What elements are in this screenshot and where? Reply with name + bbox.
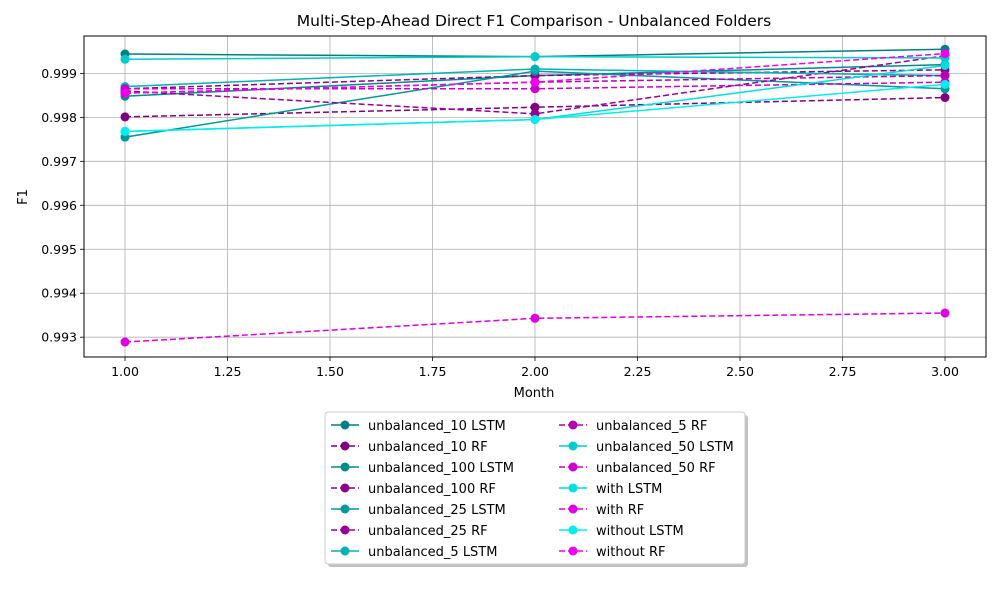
- legend: unbalanced_10 LSTM unbalanced_10 RF unbala…: [324, 411, 748, 567]
- legend-item: with LSTM: [559, 482, 662, 497]
- series-with-rf: [120, 308, 950, 347]
- legend-box: [324, 411, 746, 565]
- legend-marker: [340, 525, 350, 535]
- legend-item: unbalanced_5 RF: [559, 419, 707, 434]
- legend-label: unbalanced_100 RF: [368, 482, 496, 497]
- series-unbalanced-10-rf: [120, 93, 950, 122]
- legend-marker: [568, 525, 578, 535]
- series-without-lstm: [120, 79, 950, 136]
- y-tick-label: 0.996: [41, 198, 77, 213]
- x-tick-label: 1.75: [419, 364, 447, 379]
- x-tick-label: 3.00: [931, 364, 959, 379]
- legend-item: without RF: [559, 545, 666, 560]
- data-point-with-rf: [120, 337, 130, 347]
- y-tick-label: 0.998: [41, 110, 77, 125]
- legend-marker: [340, 462, 350, 472]
- legend-item: unbalanced_25 LSTM: [331, 503, 506, 518]
- legend-marker: [340, 546, 350, 556]
- legend-item: unbalanced_10 LSTM: [331, 419, 506, 434]
- legend-marker: [568, 483, 578, 493]
- legend-label: without LSTM: [596, 524, 684, 539]
- legend-marker: [340, 504, 350, 514]
- legend-item: unbalanced_50 LSTM: [559, 440, 734, 455]
- data-point-without-rf: [940, 49, 950, 59]
- legend-marker: [568, 462, 578, 472]
- legend-marker: [340, 441, 350, 451]
- legend-label: unbalanced_5 RF: [596, 419, 707, 434]
- legend-label: unbalanced_10 RF: [368, 440, 488, 455]
- chart-title: Multi-Step-Ahead Direct F1 Comparison - …: [297, 12, 771, 30]
- legend-label: unbalanced_5 LSTM: [368, 545, 497, 560]
- data-point-unbalanced-5-rf: [940, 71, 950, 81]
- x-tick-label: 2.75: [829, 364, 857, 379]
- legend-label: unbalanced_100 LSTM: [368, 461, 514, 476]
- x-tick-label: 2.25: [624, 364, 652, 379]
- data-point-with-rf: [940, 308, 950, 318]
- legend-marker: [568, 420, 578, 430]
- legend-label: unbalanced_50 LSTM: [596, 440, 734, 455]
- legend-item: unbalanced_100 LSTM: [331, 461, 514, 476]
- legend-marker: [568, 546, 578, 556]
- data-point-without-rf: [120, 88, 130, 98]
- legend-marker: [340, 420, 350, 430]
- legend-marker: [340, 483, 350, 493]
- data-point-with-rf: [530, 313, 540, 323]
- x-axis-label: Month: [514, 386, 555, 401]
- legend-label: unbalanced_25 LSTM: [368, 503, 506, 518]
- legend-item: unbalanced_10 RF: [331, 440, 488, 455]
- data-point-unbalanced-50-lstm: [120, 54, 130, 64]
- data-point-without-lstm: [940, 79, 950, 89]
- x-tick-label: 2.00: [521, 364, 549, 379]
- data-point-with-lstm: [940, 60, 950, 70]
- legend-label: without RF: [596, 545, 666, 560]
- legend-label: unbalanced_50 RF: [596, 461, 716, 476]
- x-tick-label: 1.25: [214, 364, 242, 379]
- data-point-unbalanced-50-lstm: [530, 52, 540, 62]
- data-point-unbalanced-10-rf: [530, 102, 540, 112]
- data-point-without-lstm: [530, 115, 540, 125]
- legend-item: unbalanced_50 RF: [559, 461, 716, 476]
- legend-item: without LSTM: [559, 524, 684, 539]
- y-axis-label: F1: [16, 189, 31, 205]
- y-tick-label: 0.993: [41, 330, 77, 345]
- legend-item: unbalanced_25 RF: [331, 524, 488, 539]
- legend-label: unbalanced_10 LSTM: [368, 419, 506, 434]
- series-layer: [120, 44, 950, 347]
- data-point-unbalanced-5-lstm: [530, 64, 540, 74]
- data-point-unbalanced-10-rf: [940, 93, 950, 103]
- y-tick-label: 0.994: [41, 286, 77, 301]
- data-point-unbalanced-10-rf: [120, 112, 130, 122]
- legend-label: unbalanced_25 RF: [368, 524, 488, 539]
- legend-marker: [568, 441, 578, 451]
- legend-label: with LSTM: [596, 482, 662, 497]
- legend-item: with RF: [559, 503, 644, 518]
- series-without-rf: [120, 49, 950, 98]
- data-point-without-lstm: [120, 126, 130, 136]
- axis-ticks: 1.00 1.25 1.50 1.75 2.00 2.25 2.50 2.75 3.00 0.99…: [41, 66, 959, 379]
- y-tick-label: 0.999: [41, 66, 77, 81]
- y-tick-label: 0.995: [41, 242, 77, 257]
- x-tick-label: 1.50: [316, 364, 344, 379]
- data-point-without-rf: [530, 77, 540, 87]
- x-tick-label: 2.50: [726, 364, 754, 379]
- data-point-unbalanced-50-rf: [530, 84, 540, 94]
- legend-label: with RF: [596, 503, 644, 518]
- y-tick-label: 0.997: [41, 154, 77, 169]
- legend-item: unbalanced_100 RF: [331, 482, 496, 497]
- legend-marker: [568, 504, 578, 514]
- x-tick-label: 1.00: [111, 364, 139, 379]
- legend-item: unbalanced_5 LSTM: [331, 545, 497, 560]
